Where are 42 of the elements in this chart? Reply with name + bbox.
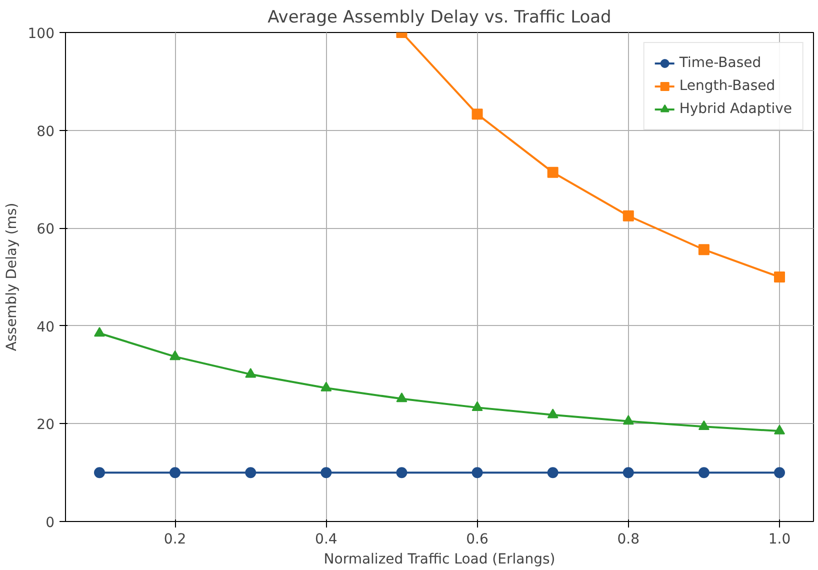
point [547, 408, 558, 418]
point [622, 210, 634, 222]
y-tick-label: 100 [28, 26, 55, 42]
point [396, 392, 408, 402]
point [472, 401, 483, 411]
y-tick-label: 20 [36, 417, 55, 434]
point [245, 368, 256, 378]
chart-title: Average Assembly Delay vs. Traffic Load [268, 8, 612, 28]
point [245, 467, 256, 478]
point [320, 382, 332, 392]
y-tick-label: 80 [36, 124, 55, 140]
point [622, 467, 634, 478]
point [622, 414, 634, 425]
x-tick-label: 0.4 [315, 532, 338, 548]
point [396, 467, 408, 478]
y-tick-label: 0 [46, 515, 55, 531]
point [774, 424, 785, 434]
point [170, 350, 181, 360]
legend-label: Hybrid Adaptive [679, 101, 792, 117]
x-axis-title: Normalized Traffic Load (Erlangs) [324, 552, 556, 568]
point [472, 467, 483, 478]
x-tick-label: 0.2 [164, 532, 186, 548]
point [170, 467, 181, 478]
y-tick-label: 60 [36, 222, 55, 238]
y-tick-label: 40 [36, 319, 55, 336]
point [547, 166, 558, 178]
y-axis-title: Assembly Delay (ms) [4, 202, 20, 352]
point [698, 244, 710, 256]
x-tick-label: 0.6 [466, 532, 489, 548]
x-tick-label: 0.8 [617, 532, 640, 548]
point [698, 420, 710, 430]
legend-label: Length-Based [679, 78, 776, 94]
point [698, 467, 710, 478]
point [320, 467, 332, 478]
point [774, 272, 785, 282]
point [94, 326, 105, 337]
point [547, 467, 558, 478]
x-tick-label: 1.0 [768, 532, 791, 548]
point [774, 467, 785, 478]
legend-label: Time-Based [679, 55, 762, 71]
point [94, 467, 105, 478]
point [472, 108, 483, 120]
